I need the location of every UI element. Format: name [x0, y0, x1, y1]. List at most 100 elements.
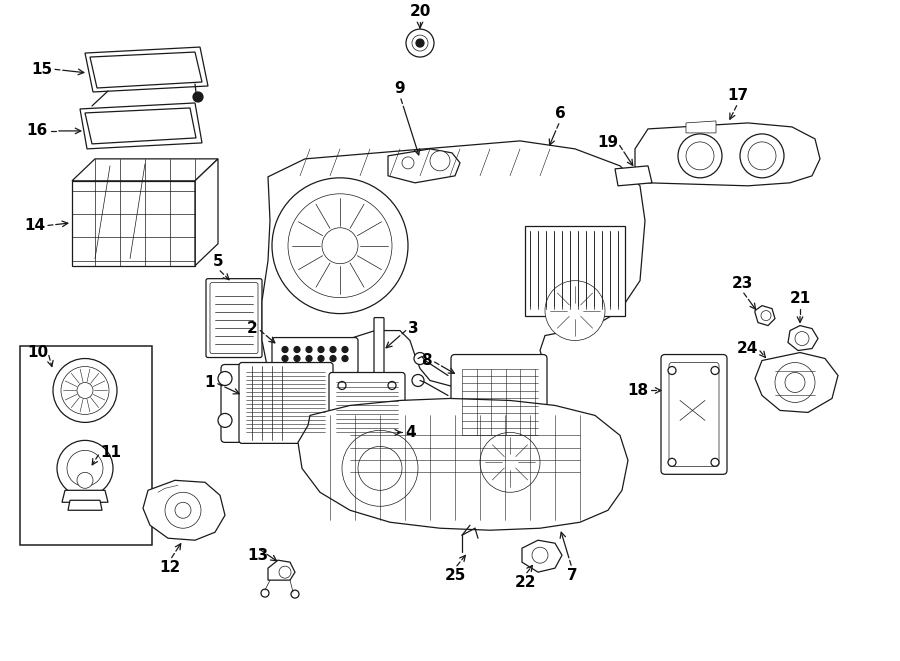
Circle shape [318, 346, 324, 352]
Polygon shape [388, 149, 460, 183]
Polygon shape [62, 490, 108, 502]
Circle shape [67, 450, 103, 486]
Circle shape [406, 29, 434, 57]
Circle shape [532, 547, 548, 563]
Text: 21: 21 [789, 291, 811, 305]
FancyBboxPatch shape [669, 362, 719, 467]
Circle shape [61, 366, 109, 414]
Polygon shape [80, 103, 202, 149]
Circle shape [338, 381, 346, 389]
Circle shape [53, 358, 117, 422]
Circle shape [338, 426, 346, 434]
Polygon shape [262, 141, 645, 391]
Polygon shape [85, 47, 208, 92]
Circle shape [294, 356, 300, 362]
Circle shape [761, 311, 771, 321]
FancyBboxPatch shape [206, 279, 262, 358]
Circle shape [279, 566, 291, 578]
Text: 7: 7 [567, 568, 577, 583]
Text: 20: 20 [410, 4, 431, 19]
Text: 8: 8 [421, 353, 432, 368]
Circle shape [175, 502, 191, 518]
Text: 24: 24 [736, 341, 758, 356]
Circle shape [218, 413, 232, 428]
Polygon shape [635, 123, 820, 186]
Text: 18: 18 [627, 383, 648, 398]
Text: 23: 23 [732, 276, 752, 291]
Circle shape [414, 352, 426, 364]
Text: 9: 9 [395, 81, 405, 96]
Circle shape [306, 356, 312, 362]
Polygon shape [143, 481, 225, 540]
FancyBboxPatch shape [374, 317, 384, 381]
Polygon shape [298, 399, 628, 530]
Circle shape [57, 440, 113, 496]
Circle shape [686, 142, 714, 170]
Circle shape [711, 458, 719, 467]
Circle shape [402, 157, 414, 169]
Polygon shape [615, 166, 652, 186]
Polygon shape [755, 352, 838, 412]
Circle shape [77, 473, 93, 488]
Polygon shape [522, 540, 562, 572]
Circle shape [282, 346, 288, 352]
Circle shape [77, 383, 93, 399]
Polygon shape [788, 326, 818, 350]
Text: 3: 3 [408, 321, 418, 336]
Circle shape [678, 134, 722, 178]
Polygon shape [755, 305, 775, 326]
Text: 16: 16 [27, 124, 48, 138]
Circle shape [388, 381, 396, 389]
Circle shape [785, 373, 805, 393]
Text: 2: 2 [248, 321, 258, 336]
FancyBboxPatch shape [239, 362, 333, 444]
FancyBboxPatch shape [210, 283, 258, 354]
Text: 12: 12 [159, 560, 181, 575]
Text: 15: 15 [31, 61, 52, 77]
Polygon shape [72, 159, 218, 181]
Bar [20, 346, 152, 545]
Circle shape [358, 446, 402, 490]
Circle shape [291, 590, 299, 598]
Text: 22: 22 [514, 575, 536, 590]
Polygon shape [268, 560, 295, 580]
Text: 13: 13 [248, 548, 268, 563]
Text: 25: 25 [445, 568, 465, 583]
FancyBboxPatch shape [329, 373, 405, 444]
Circle shape [416, 39, 424, 47]
Circle shape [330, 346, 336, 352]
Polygon shape [195, 159, 218, 266]
Circle shape [261, 589, 269, 597]
Polygon shape [68, 500, 102, 510]
Circle shape [294, 346, 300, 352]
Circle shape [165, 492, 201, 528]
Text: 19: 19 [597, 136, 618, 151]
Text: 10: 10 [27, 345, 48, 360]
FancyBboxPatch shape [451, 354, 547, 447]
Circle shape [775, 362, 815, 403]
Text: 4: 4 [405, 425, 416, 440]
Text: 5: 5 [212, 254, 223, 268]
Circle shape [282, 356, 288, 362]
Circle shape [342, 346, 348, 352]
Text: 11: 11 [100, 445, 121, 460]
Circle shape [318, 356, 324, 362]
Circle shape [430, 151, 450, 171]
Circle shape [272, 178, 408, 313]
Polygon shape [525, 226, 625, 315]
Circle shape [412, 35, 428, 51]
Circle shape [193, 92, 203, 102]
Circle shape [388, 426, 396, 434]
Circle shape [322, 228, 358, 264]
Circle shape [748, 142, 776, 170]
Circle shape [668, 458, 676, 467]
FancyBboxPatch shape [272, 338, 358, 373]
Circle shape [306, 346, 312, 352]
Circle shape [218, 371, 232, 385]
Circle shape [795, 332, 809, 346]
Circle shape [740, 134, 784, 178]
Polygon shape [72, 181, 195, 266]
Circle shape [480, 432, 540, 492]
Circle shape [330, 356, 336, 362]
Text: 17: 17 [727, 88, 749, 103]
